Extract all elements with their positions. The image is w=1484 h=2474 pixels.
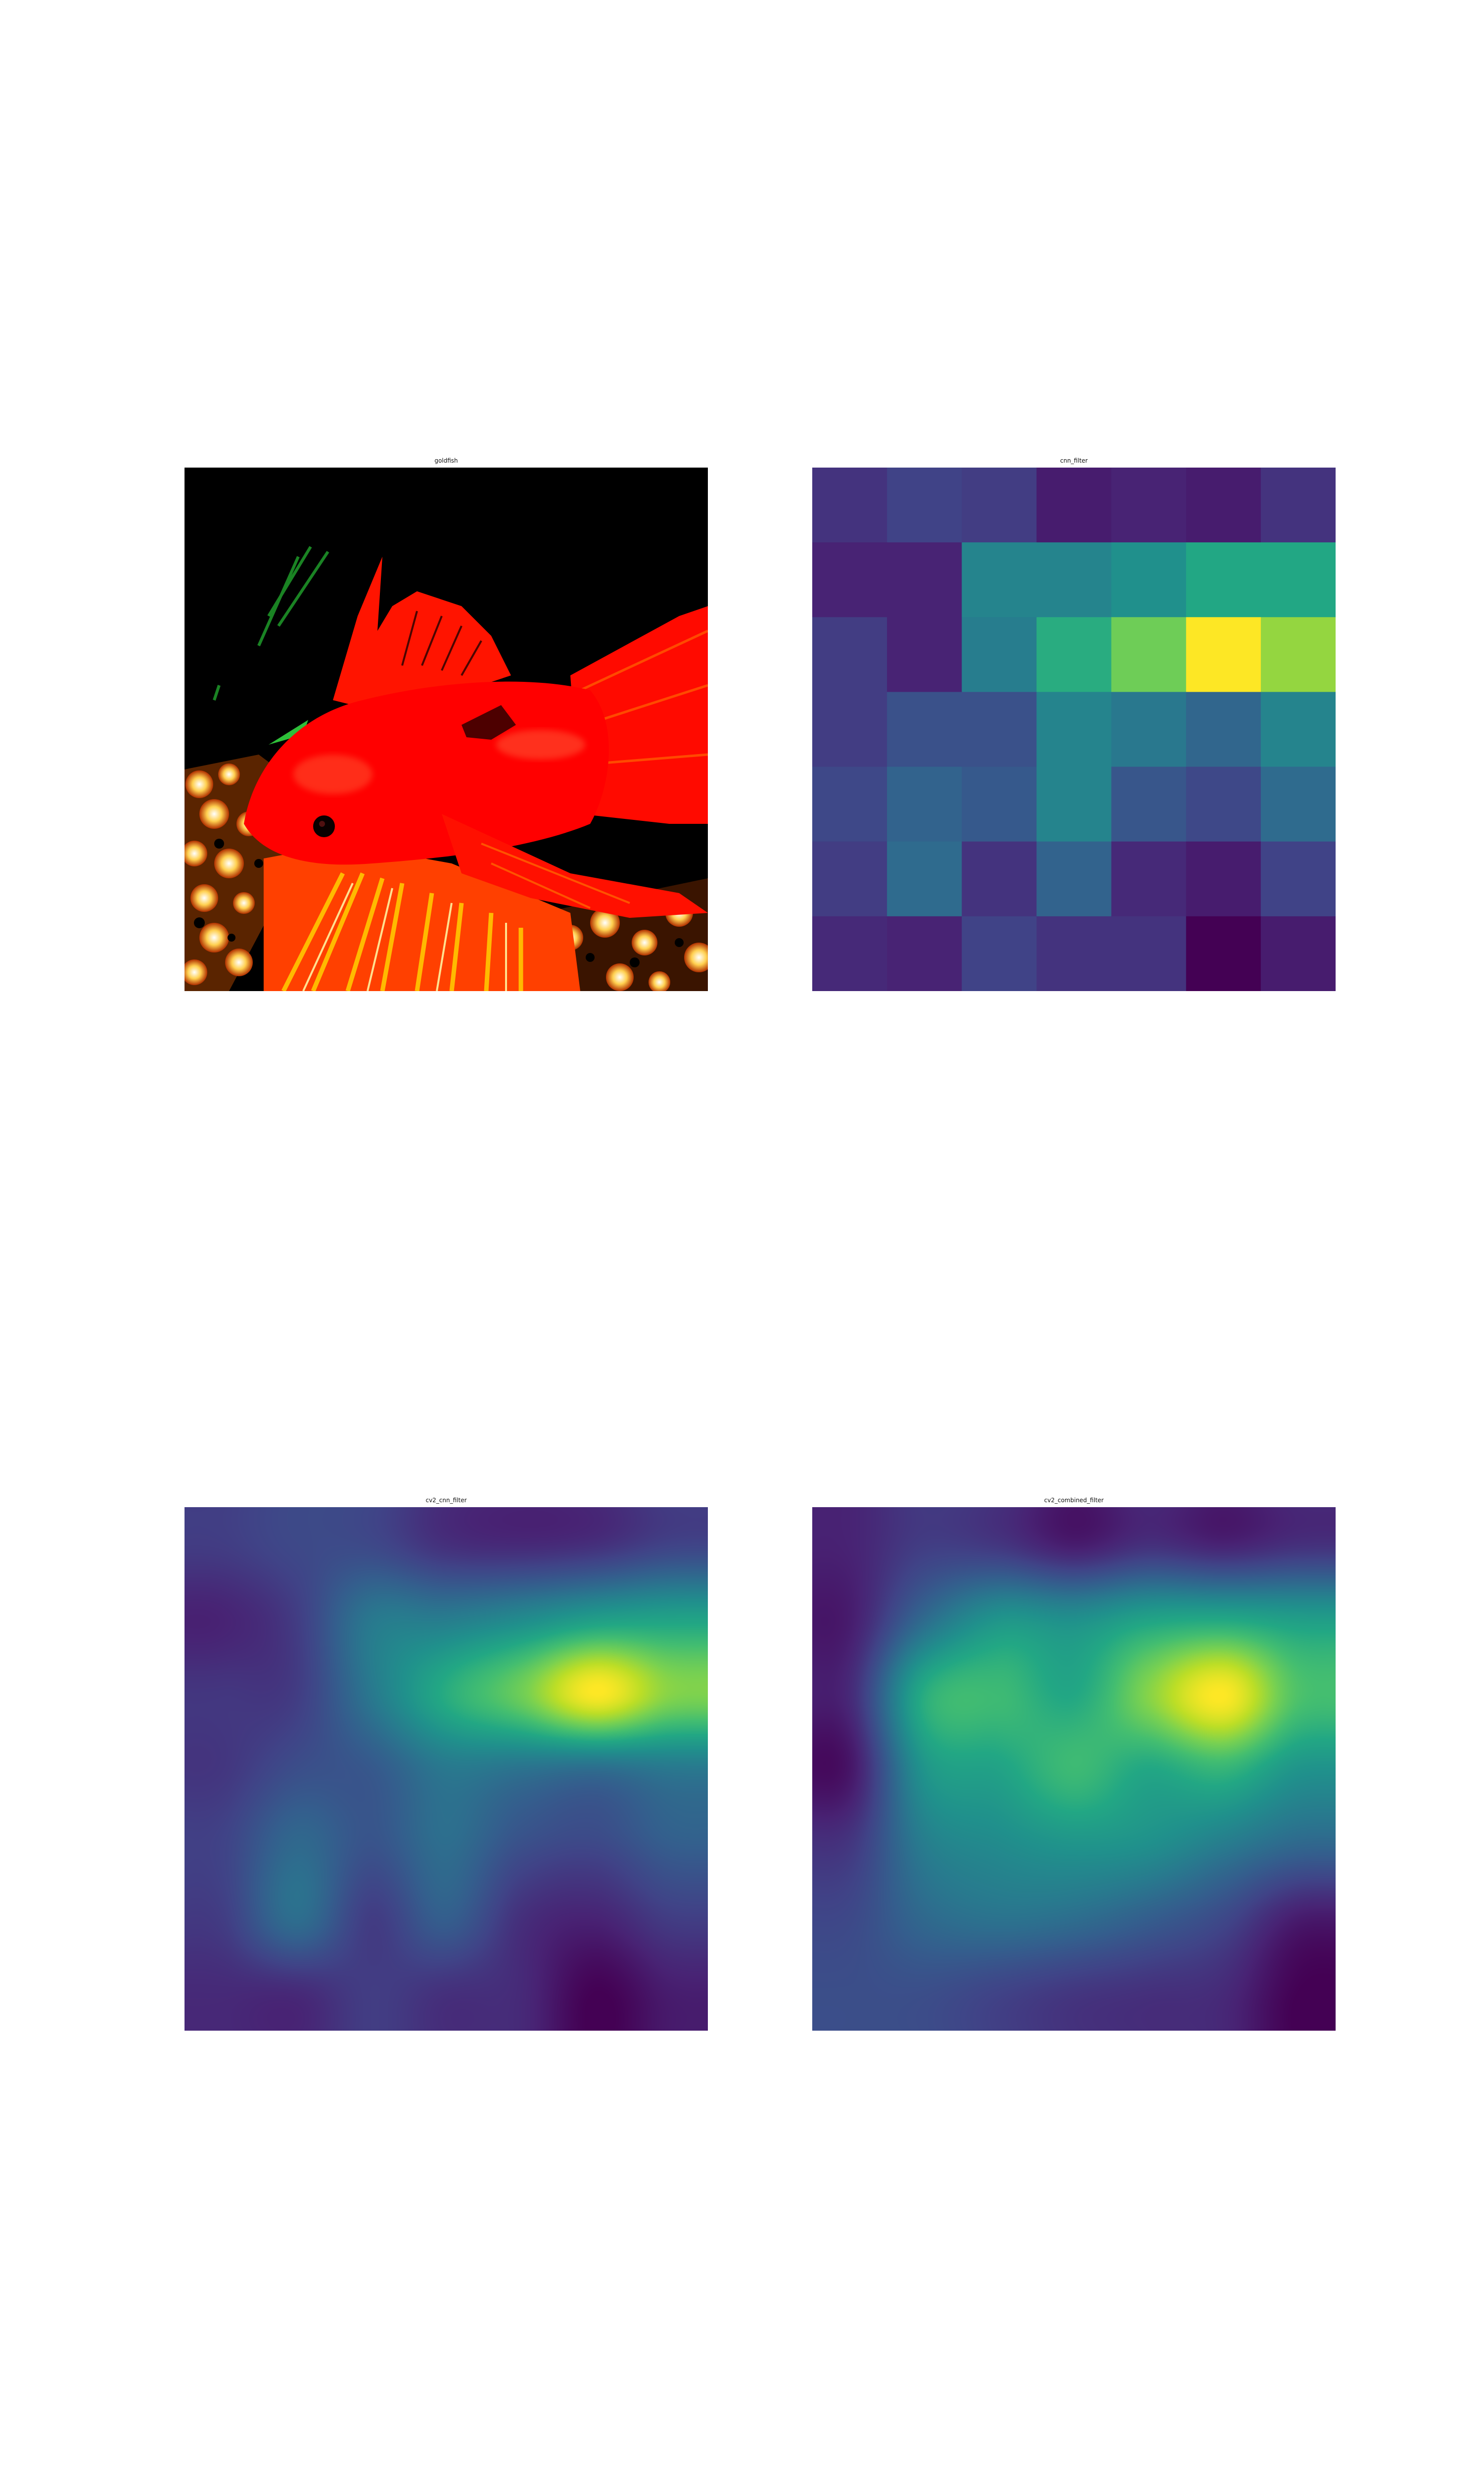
heatmap-cell bbox=[1111, 916, 1187, 991]
heatmap-cell bbox=[962, 692, 1037, 767]
heatmap-cell bbox=[887, 468, 962, 543]
heatmap-cell bbox=[812, 916, 887, 991]
heatmap-cell bbox=[1186, 841, 1261, 917]
heatmap-cell bbox=[887, 916, 962, 991]
heatmap-cell bbox=[962, 542, 1037, 618]
heatmap-cell bbox=[1260, 841, 1336, 917]
heatmap-cell bbox=[812, 617, 887, 692]
goldfish-title: goldfish bbox=[434, 457, 458, 464]
goldfish-image bbox=[185, 468, 708, 991]
heatmap-cell bbox=[1260, 692, 1336, 767]
heatmap-cell bbox=[1260, 617, 1336, 692]
heatmap-cell bbox=[1111, 841, 1187, 917]
cv2-combined-filter-title: cv2_combined_filter bbox=[1044, 1497, 1104, 1504]
heatmap-cell bbox=[1036, 841, 1112, 917]
cnn-filter-panel: cnn_filter bbox=[812, 457, 1336, 991]
heatmap-cell bbox=[962, 766, 1037, 842]
cnn-filter-heatmap bbox=[812, 468, 1336, 991]
heatmap-cell bbox=[1111, 692, 1187, 767]
heatmap-cell bbox=[1036, 692, 1112, 767]
heatmap-cell bbox=[1036, 617, 1112, 692]
heatmap-cell bbox=[962, 841, 1037, 917]
heatmap-cell bbox=[1260, 542, 1336, 618]
heatmap-cell bbox=[962, 468, 1037, 543]
heatmap-cell bbox=[812, 692, 887, 767]
heatmap-cell bbox=[1036, 766, 1112, 842]
heatmap-cell bbox=[1260, 916, 1336, 991]
cnn-filter-title: cnn_filter bbox=[1060, 457, 1088, 464]
heatmap-cell bbox=[1036, 468, 1112, 543]
heatmap-cell bbox=[1186, 916, 1261, 991]
heatmap-cell bbox=[887, 841, 962, 917]
heatmap-cell bbox=[1186, 617, 1261, 692]
heatmap-cell bbox=[887, 542, 962, 618]
heatmap-cell bbox=[1036, 916, 1112, 991]
heatmap-cell bbox=[1111, 766, 1187, 842]
heatmap-cell bbox=[1111, 468, 1187, 543]
heatmap-cell bbox=[1186, 542, 1261, 618]
cv2-combined-filter-panel: cv2_combined_filter bbox=[812, 1497, 1336, 2031]
heatmap-cell bbox=[962, 916, 1037, 991]
heatmap-cell bbox=[1111, 617, 1187, 692]
heatmap-cell bbox=[962, 617, 1037, 692]
heatmap-cell bbox=[1111, 542, 1187, 618]
heatmap-cell bbox=[812, 841, 887, 917]
goldfish-panel: goldfish bbox=[185, 457, 708, 991]
cv2-combined-filter-heatmap bbox=[812, 1507, 1336, 2031]
cv2-cnn-filter-title: cv2_cnn_filter bbox=[425, 1497, 467, 1504]
heatmap-cell bbox=[1186, 692, 1261, 767]
heatmap-cell bbox=[1260, 468, 1336, 543]
heatmap-cell bbox=[812, 468, 887, 543]
heatmap-cell bbox=[1260, 766, 1336, 842]
cv2-cnn-filter-panel: cv2_cnn_filter bbox=[185, 1497, 708, 2031]
cv2-cnn-filter-heatmap bbox=[185, 1507, 708, 2031]
heatmap-cell bbox=[812, 766, 887, 842]
heatmap-cell bbox=[1186, 468, 1261, 543]
heatmap-cell bbox=[887, 617, 962, 692]
heatmap-cell bbox=[812, 542, 887, 618]
heatmap-cell bbox=[1186, 766, 1261, 842]
heatmap-cell bbox=[887, 692, 962, 767]
heatmap-cell bbox=[887, 766, 962, 842]
heatmap-cell bbox=[1036, 542, 1112, 618]
